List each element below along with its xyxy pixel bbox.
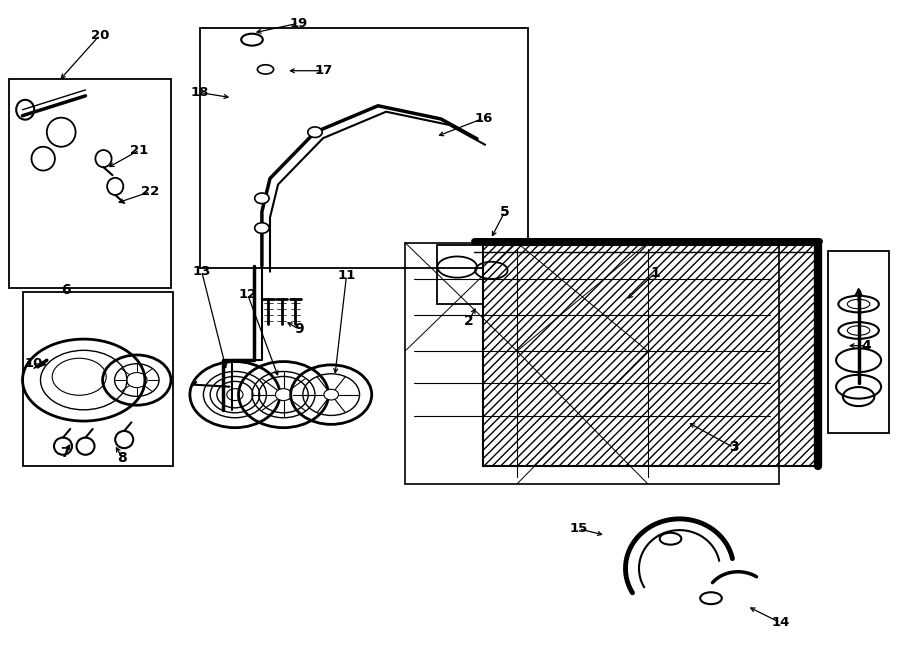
Text: 18: 18 (191, 86, 209, 99)
Text: 13: 13 (193, 264, 211, 278)
Text: 14: 14 (771, 616, 789, 629)
Circle shape (308, 127, 322, 137)
Circle shape (275, 389, 292, 401)
Bar (828, 251, 889, 433)
Text: 19: 19 (290, 17, 308, 30)
Circle shape (255, 223, 269, 233)
Bar (9, 79, 171, 288)
Bar (200, 28, 528, 268)
Text: 2: 2 (464, 313, 473, 328)
Text: 12: 12 (238, 288, 256, 301)
Text: 20: 20 (91, 28, 109, 42)
Text: 7: 7 (60, 446, 69, 460)
Circle shape (227, 389, 243, 401)
Text: 17: 17 (315, 64, 333, 77)
Text: 6: 6 (61, 282, 70, 297)
Bar (405, 243, 778, 484)
Circle shape (255, 193, 269, 204)
Text: 1: 1 (651, 266, 660, 280)
Bar (22, 292, 173, 466)
Text: 21: 21 (130, 143, 148, 157)
Text: 15: 15 (570, 522, 588, 535)
Text: 22: 22 (141, 185, 159, 198)
Circle shape (324, 389, 338, 400)
Text: 3: 3 (729, 440, 738, 455)
Text: 8: 8 (118, 451, 127, 465)
Bar (437, 245, 520, 304)
Text: 16: 16 (474, 112, 492, 125)
Text: 4: 4 (862, 338, 871, 353)
Text: 10: 10 (24, 357, 42, 370)
Bar (483, 245, 816, 466)
Text: 9: 9 (294, 322, 303, 336)
Text: 5: 5 (500, 204, 509, 219)
Text: 11: 11 (338, 269, 356, 282)
